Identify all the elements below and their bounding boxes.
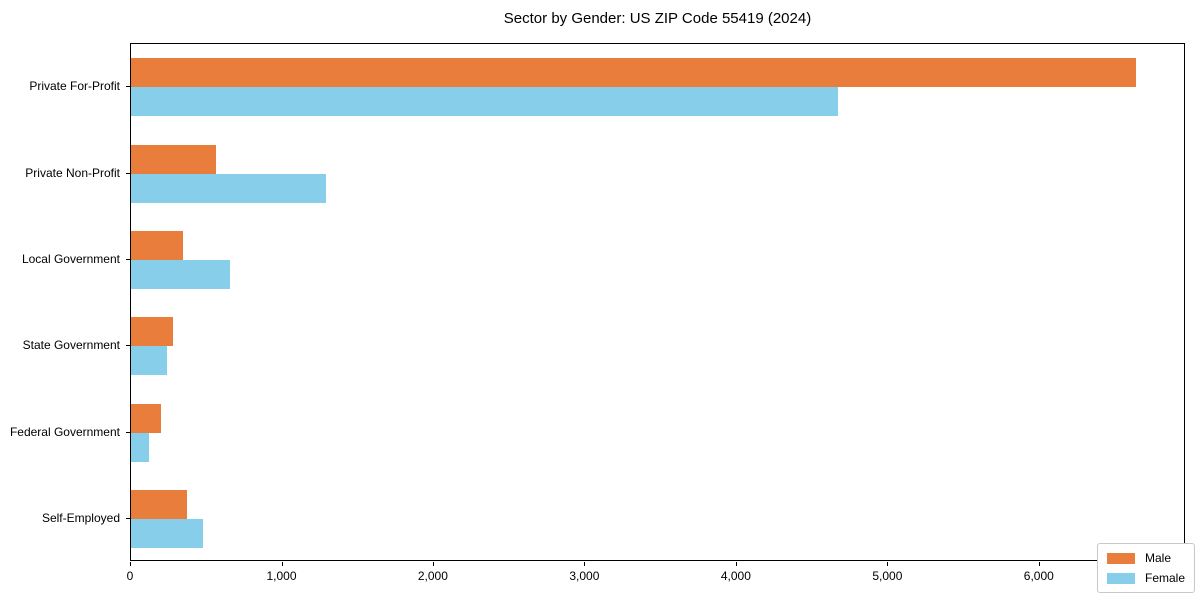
bar-female-state-government [131,346,167,375]
bar-female-federal-government [131,433,150,462]
legend-entry-female: Female [1106,571,1185,585]
legend-swatch-female [1106,572,1135,584]
x-tick-label-5000: 5,000 [872,569,903,583]
x-tick-mark [130,562,131,566]
y-tick-mark [126,173,130,174]
legend-label-male: Male [1144,551,1171,565]
plot-area [130,43,1185,561]
x-tick-label-2000: 2,000 [417,569,448,583]
y-tick-label-self-employed: Self-Employed [41,511,120,525]
bar-male-private-non-profit [131,145,216,174]
x-tick-label-3000: 3,000 [569,569,600,583]
bar-female-private-non-profit [131,174,326,203]
bar-female-local-government [131,260,230,289]
x-tick-mark [281,562,283,566]
y-tick-label-private-for-profit: Private For-Profit [29,79,120,93]
legend-label-female: Female [1144,571,1185,585]
chart-title: Sector by Gender: US ZIP Code 55419 (202… [503,10,812,27]
y-tick-mark [126,432,130,433]
bar-male-state-government [131,317,174,346]
x-tick-mark [432,562,434,566]
bar-male-federal-government [131,404,161,433]
bar-female-self-employed [131,519,203,548]
x-tick-label-1000: 1,000 [266,569,297,583]
x-tick-mark [584,562,586,566]
x-tick-label-4000: 4,000 [720,569,751,583]
x-tick-label-0: 0 [126,569,134,583]
y-tick-label-local-government: Local Government [21,252,120,266]
x-tick-label-6000: 6,000 [1023,569,1054,583]
y-tick-mark [126,518,130,519]
bar-female-private-for-profit [131,87,838,116]
bar-male-private-for-profit [131,58,1136,87]
legend-swatch-male [1106,552,1135,564]
bar-male-self-employed [131,490,187,519]
y-tick-label-state-government: State Government [22,338,120,352]
y-tick-label-private-non-profit: Private Non-Profit [25,166,120,180]
y-tick-mark [126,345,130,346]
y-tick-mark [126,86,130,87]
legend: Male Female [1096,543,1195,593]
y-tick-label-federal-government: Federal Government [9,425,120,439]
y-tick-mark [126,259,130,260]
x-tick-mark [735,562,737,566]
x-tick-mark [887,562,889,566]
legend-entry-male: Male [1106,551,1185,565]
bar-male-local-government [131,231,183,260]
x-tick-mark [1038,562,1040,566]
